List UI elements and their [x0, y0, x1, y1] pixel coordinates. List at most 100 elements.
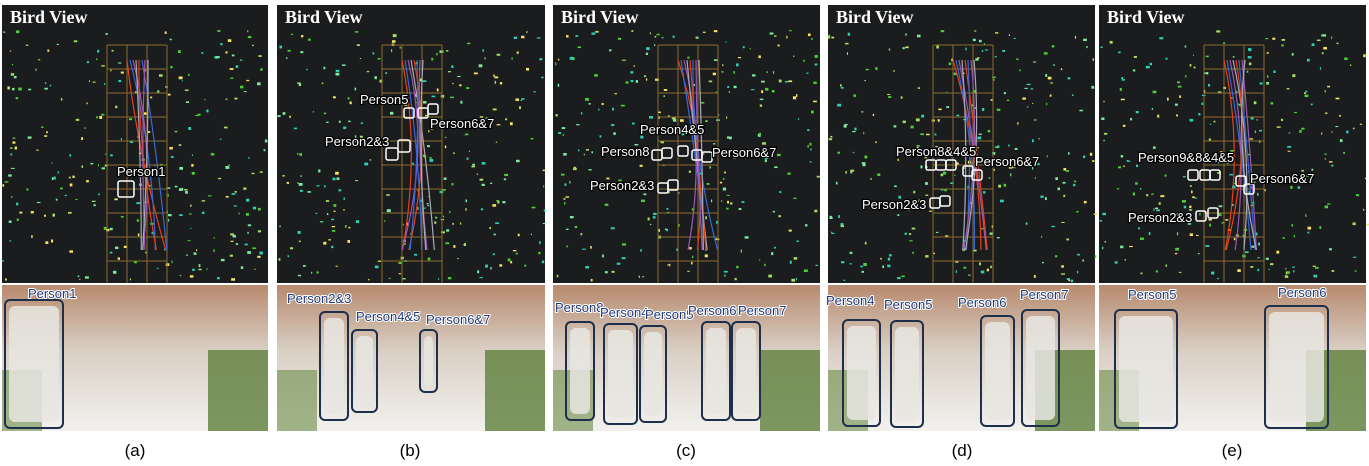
point-cloud-point — [541, 77, 543, 79]
point-cloud-point — [1363, 209, 1364, 211]
point-cloud-point — [836, 182, 838, 185]
point-cloud-point — [1079, 110, 1083, 111]
point-cloud-point — [1153, 91, 1157, 94]
point-cloud-point — [440, 191, 444, 194]
point-cloud-point — [240, 86, 243, 89]
point-cloud-point — [974, 30, 976, 31]
point-cloud-point — [1016, 59, 1018, 61]
point-cloud-point — [929, 211, 932, 212]
point-cloud-point — [504, 178, 506, 180]
point-cloud-point — [646, 53, 648, 55]
point-cloud-point — [1151, 193, 1153, 194]
point-cloud-point — [586, 149, 589, 151]
point-cloud-point — [1176, 115, 1178, 117]
point-cloud-point — [431, 96, 435, 98]
point-cloud-point — [1335, 126, 1338, 127]
point-cloud-point — [17, 219, 19, 221]
point-cloud-point — [894, 185, 897, 187]
point-cloud-point — [202, 212, 205, 214]
point-cloud-point — [220, 139, 222, 140]
point-cloud-point — [482, 49, 483, 52]
point-cloud-point — [206, 110, 208, 113]
camera-person-label: Person6 — [688, 303, 736, 318]
point-cloud-point — [1014, 38, 1016, 39]
point-cloud-point — [555, 62, 556, 65]
point-cloud-point — [1191, 191, 1193, 194]
point-cloud-point — [774, 35, 777, 36]
point-cloud-point — [1010, 173, 1011, 176]
point-cloud-point — [45, 241, 48, 244]
pedestrian — [847, 326, 876, 420]
point-cloud-point — [852, 131, 856, 132]
camera-person-label: Person6 — [958, 295, 1006, 310]
point-cloud-point — [257, 82, 260, 85]
point-cloud-point — [434, 221, 436, 223]
point-cloud-point — [11, 196, 12, 198]
point-cloud-point — [291, 34, 293, 35]
point-cloud-point — [247, 232, 248, 234]
point-cloud-point — [862, 164, 865, 167]
point-cloud-point — [283, 112, 286, 115]
point-cloud-point — [752, 74, 756, 76]
point-cloud-point — [644, 75, 646, 77]
point-cloud-point — [1083, 39, 1087, 41]
point-cloud-point — [112, 50, 114, 52]
point-cloud-point — [257, 256, 260, 258]
bird-view-title: Bird View — [285, 7, 363, 27]
panel-caption: (c) — [676, 441, 696, 460]
point-cloud-point — [1287, 146, 1291, 148]
point-cloud-point — [414, 254, 417, 256]
point-cloud-point — [1298, 186, 1300, 189]
point-cloud-point — [1076, 211, 1079, 212]
point-cloud-point — [789, 230, 792, 232]
point-cloud-point — [804, 269, 808, 272]
point-cloud-point — [516, 253, 518, 255]
panel-caption: (e) — [1222, 441, 1243, 460]
point-cloud-point — [566, 229, 569, 230]
point-cloud-point — [201, 52, 203, 54]
point-cloud-point — [287, 182, 289, 184]
point-cloud-point — [51, 162, 52, 163]
point-cloud-point — [1290, 186, 1292, 189]
point-cloud-point — [493, 75, 495, 77]
point-cloud-point — [299, 84, 301, 87]
point-cloud-point — [887, 94, 890, 95]
point-cloud-point — [1237, 269, 1240, 272]
point-cloud-point — [248, 157, 249, 158]
point-cloud-point — [386, 194, 389, 196]
point-cloud-point — [258, 230, 261, 232]
point-cloud-point — [320, 221, 323, 222]
point-cloud-point — [622, 60, 626, 61]
point-cloud-point — [520, 100, 522, 101]
point-cloud-point — [317, 271, 319, 273]
point-cloud-point — [1066, 170, 1069, 172]
point-cloud-point — [1133, 69, 1136, 71]
point-cloud-point — [1257, 119, 1258, 121]
point-cloud-point — [326, 122, 329, 123]
point-cloud-point — [1048, 77, 1052, 80]
point-cloud-point — [1248, 48, 1251, 51]
point-cloud-point — [31, 235, 32, 238]
point-cloud-point — [1179, 95, 1181, 98]
point-cloud-point — [1325, 153, 1327, 154]
point-cloud-point — [93, 204, 95, 206]
camera-person-label: Person5 — [884, 297, 932, 312]
point-cloud-point — [496, 142, 497, 143]
point-cloud-point — [198, 269, 201, 270]
point-cloud-point — [78, 276, 80, 278]
point-cloud-point — [124, 246, 127, 248]
point-cloud-point — [1027, 106, 1028, 107]
point-cloud-point — [581, 112, 582, 114]
point-cloud-point — [221, 259, 225, 261]
point-cloud-point — [191, 164, 193, 167]
point-cloud-point — [1077, 254, 1080, 256]
point-cloud-point — [1035, 177, 1036, 179]
bird-view-title: Bird View — [1107, 7, 1185, 27]
point-cloud-point — [1115, 261, 1118, 263]
point-cloud-point — [941, 174, 944, 177]
point-cloud-point — [467, 43, 470, 44]
bird-person-label: Person8&4&5 — [896, 144, 976, 159]
point-cloud-point — [988, 130, 990, 132]
point-cloud-point — [543, 170, 546, 171]
point-cloud-point — [1331, 165, 1333, 167]
